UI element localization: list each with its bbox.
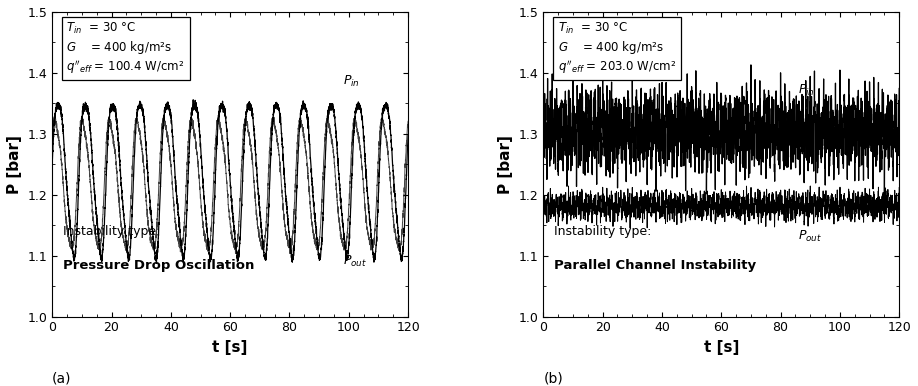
Text: $P_{in}$: $P_{in}$ xyxy=(342,74,360,89)
Text: $T_{in}$  = 30 °C
$G$    = 400 kg/m²s
$q''_{eff}$ = 203.0 W/cm²: $T_{in}$ = 30 °C $G$ = 400 kg/m²s $q''_{… xyxy=(557,21,676,76)
Text: $P_{in}$: $P_{in}$ xyxy=(799,83,815,98)
Text: Pressure Drop Oscillation: Pressure Drop Oscillation xyxy=(63,259,254,272)
Text: $T_{in}$  = 30 °C
$G$    = 400 kg/m²s
$q''_{eff}$ = 100.4 W/cm²: $T_{in}$ = 30 °C $G$ = 400 kg/m²s $q''_{… xyxy=(66,21,185,76)
Text: (a): (a) xyxy=(52,371,72,385)
Text: Parallel Channel Instability: Parallel Channel Instability xyxy=(554,259,756,272)
X-axis label: t [s]: t [s] xyxy=(212,340,248,355)
Text: $P_{out}$: $P_{out}$ xyxy=(342,254,367,269)
Text: Instability type:: Instability type: xyxy=(554,225,652,238)
Y-axis label: P [bar]: P [bar] xyxy=(7,135,22,194)
X-axis label: t [s]: t [s] xyxy=(703,340,739,355)
Text: (b): (b) xyxy=(543,371,563,385)
Text: $P_{out}$: $P_{out}$ xyxy=(799,229,823,244)
Y-axis label: P [bar]: P [bar] xyxy=(498,135,513,194)
Text: Instability type:: Instability type: xyxy=(63,225,161,238)
